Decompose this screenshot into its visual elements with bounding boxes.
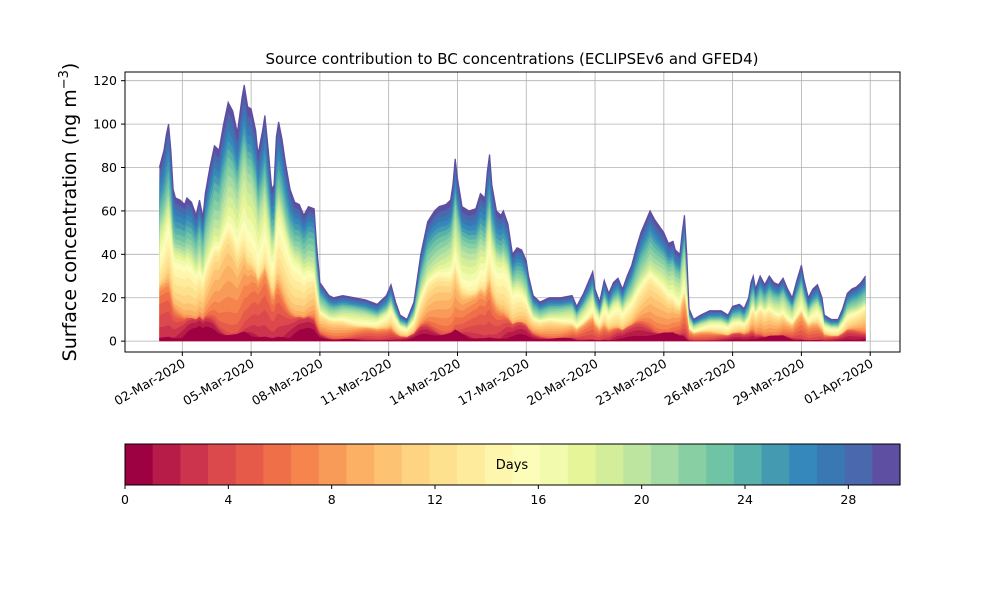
- colorbar-tick-label: 20: [634, 492, 650, 507]
- colorbar-label: Days: [496, 458, 529, 473]
- area-layers: [159, 85, 866, 342]
- colorbar-swatch: [263, 444, 292, 485]
- colorbar: 0 4 8 12 16 20 24 28: [121, 443, 901, 507]
- colorbar-swatch: [208, 444, 237, 485]
- colorbar-swatch: [374, 444, 403, 485]
- plot-frame: [124, 71, 901, 353]
- y-axis-label-main: Surface concentration (ng m: [59, 89, 81, 361]
- colorbar-tick-label: 4: [224, 492, 232, 507]
- chart-title: Source contribution to BC concentrations…: [265, 50, 758, 68]
- colorbar-swatch: [457, 444, 486, 485]
- y-axis: 0 20 40 60 80 100 120: [93, 73, 125, 349]
- colorbar-tick-label: 0: [121, 492, 129, 507]
- colorbar-swatch: [512, 444, 541, 485]
- colorbar-tick-label: 12: [427, 492, 443, 507]
- x-tick-label: 02-Mar-2020: [111, 356, 187, 409]
- x-tick-label: 17-Mar-2020: [455, 356, 531, 409]
- y-tick-label: 120: [93, 73, 117, 88]
- colorbar-frame: [124, 443, 901, 486]
- colorbar-swatch: [318, 444, 348, 485]
- colorbar-swatch: [540, 444, 569, 485]
- colorbar-swatch: [152, 444, 181, 485]
- colorbar-swatch: [291, 444, 320, 485]
- colorbar-swatch: [733, 444, 763, 485]
- x-axis: 02-Mar-202005-Mar-202008-Mar-202011-Mar-…: [111, 352, 876, 409]
- colorbar-swatch: [872, 444, 901, 485]
- x-tick-label: 14-Mar-2020: [387, 356, 463, 409]
- colorbar-swatch: [429, 444, 458, 485]
- y-axis-label-close: ): [59, 63, 81, 70]
- colorbar-tick-label: 24: [737, 492, 753, 507]
- y-axis-label: Surface concentration (ng m−3): [57, 63, 81, 362]
- y-tick-label: 40: [101, 247, 117, 262]
- y-tick-label: 0: [109, 334, 117, 349]
- x-tick-label: 20-Mar-2020: [524, 356, 600, 409]
- colorbar-swatch: [484, 444, 514, 485]
- colorbar-swatch: [816, 444, 846, 485]
- y-tick-label: 80: [101, 160, 117, 175]
- colorbar-swatch: [346, 444, 375, 485]
- y-tick-label: 20: [101, 290, 117, 305]
- colorbar-swatch: [595, 444, 624, 485]
- x-tick-label: 11-Mar-2020: [318, 356, 394, 409]
- x-tick-label: 08-Mar-2020: [249, 356, 325, 409]
- total-line: [158, 84, 867, 321]
- colorbar-swatch: [235, 444, 264, 485]
- colorbar-swatch: [789, 444, 818, 485]
- colorbar-swatch: [567, 444, 597, 485]
- colorbar-swatch: [650, 444, 680, 485]
- x-tick-label: 01-Apr-2020: [801, 356, 875, 408]
- colorbar-swatch: [401, 444, 431, 485]
- colorbar-swatch: [844, 444, 873, 485]
- colorbar-tick-label: 16: [530, 492, 546, 507]
- colorbar-tick-label: 28: [840, 492, 856, 507]
- colorbar-swatch: [761, 444, 790, 485]
- area-layer-day-0: [159, 325, 866, 342]
- colorbar-swatch: [180, 444, 209, 485]
- colorbar-swatch: [125, 444, 154, 485]
- colorbar-swatch: [706, 444, 735, 485]
- x-tick-label: 23-Mar-2020: [593, 356, 669, 409]
- colorbar-swatch: [678, 444, 707, 485]
- x-tick-label: 29-Mar-2020: [731, 356, 807, 409]
- x-tick-label: 05-Mar-2020: [180, 356, 256, 409]
- y-tick-label: 100: [93, 117, 117, 132]
- colorbar-tick-label: 8: [328, 492, 336, 507]
- y-axis-label-exponent: −3: [57, 70, 72, 89]
- x-tick-label: 26-Mar-2020: [662, 356, 738, 409]
- area-layer-day-2: [159, 317, 866, 342]
- y-tick-label: 60: [101, 203, 117, 218]
- total-outline: [158, 84, 867, 321]
- colorbar-swatch: [623, 444, 652, 485]
